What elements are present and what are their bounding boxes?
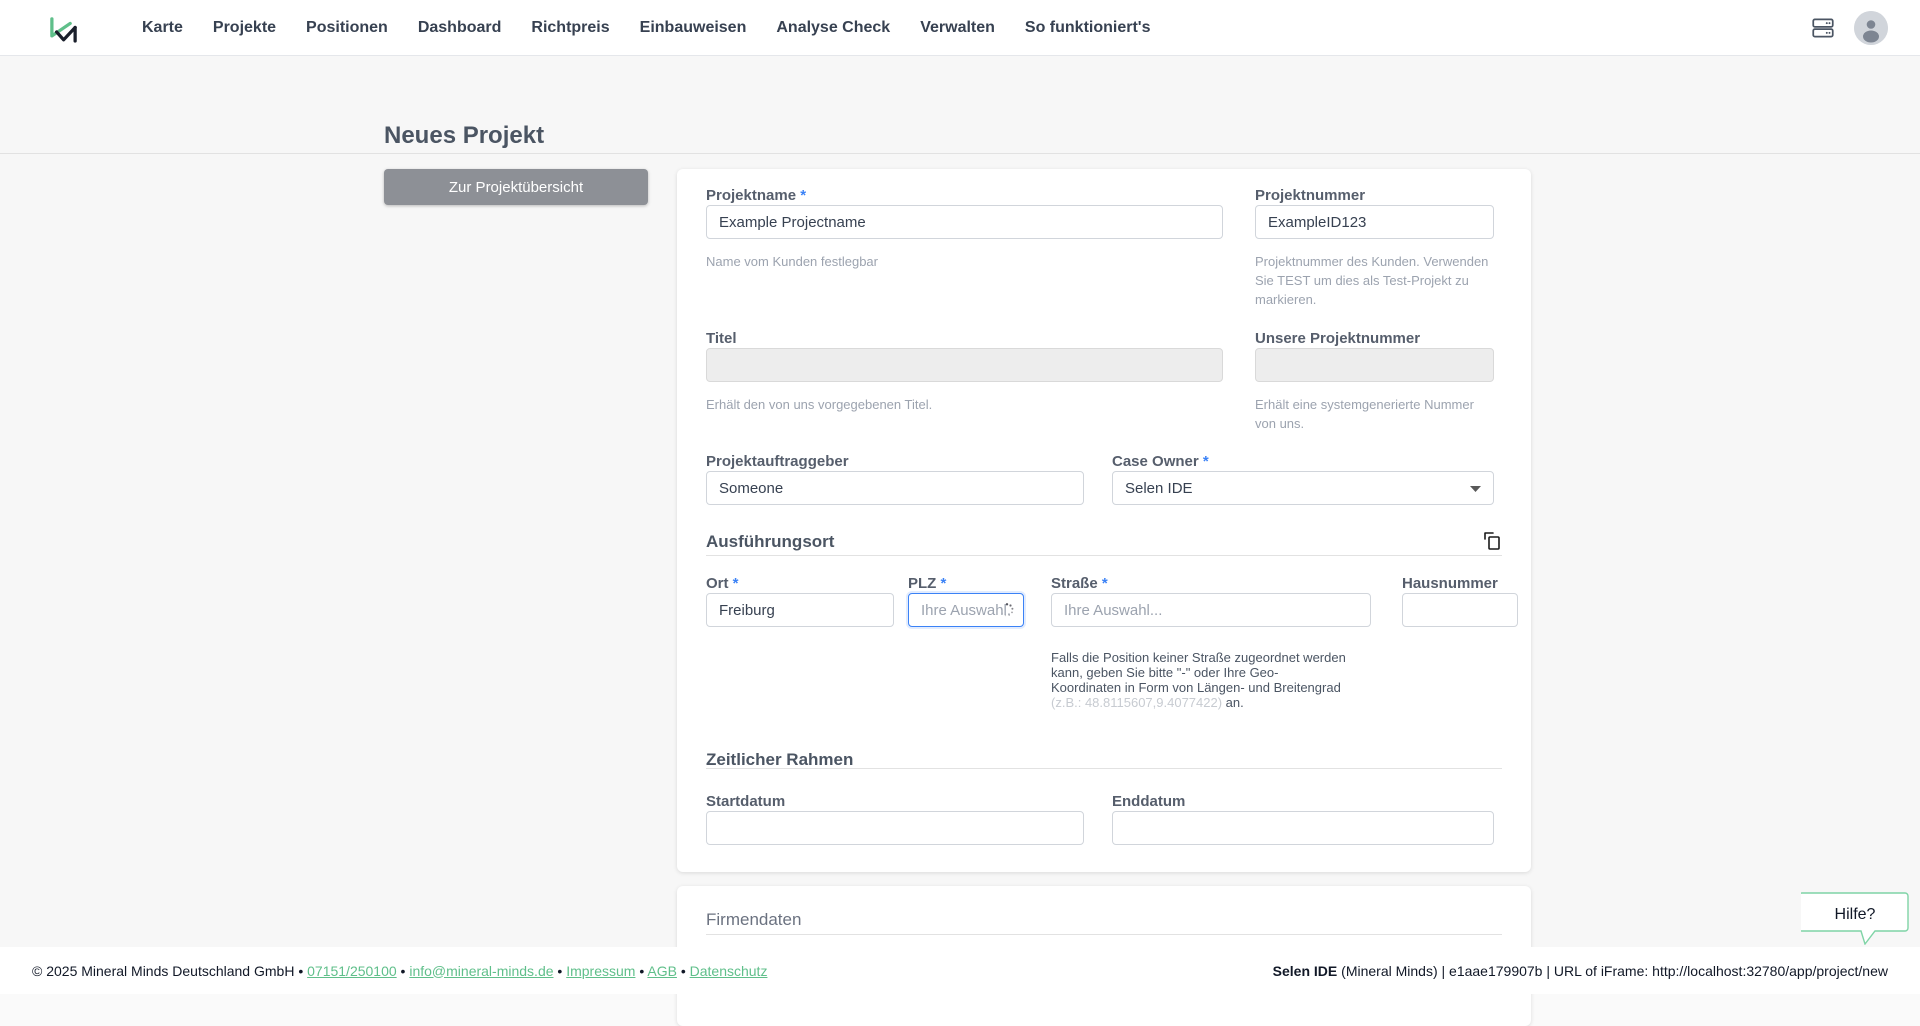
- svg-text:Hilfe?: Hilfe?: [1835, 906, 1876, 923]
